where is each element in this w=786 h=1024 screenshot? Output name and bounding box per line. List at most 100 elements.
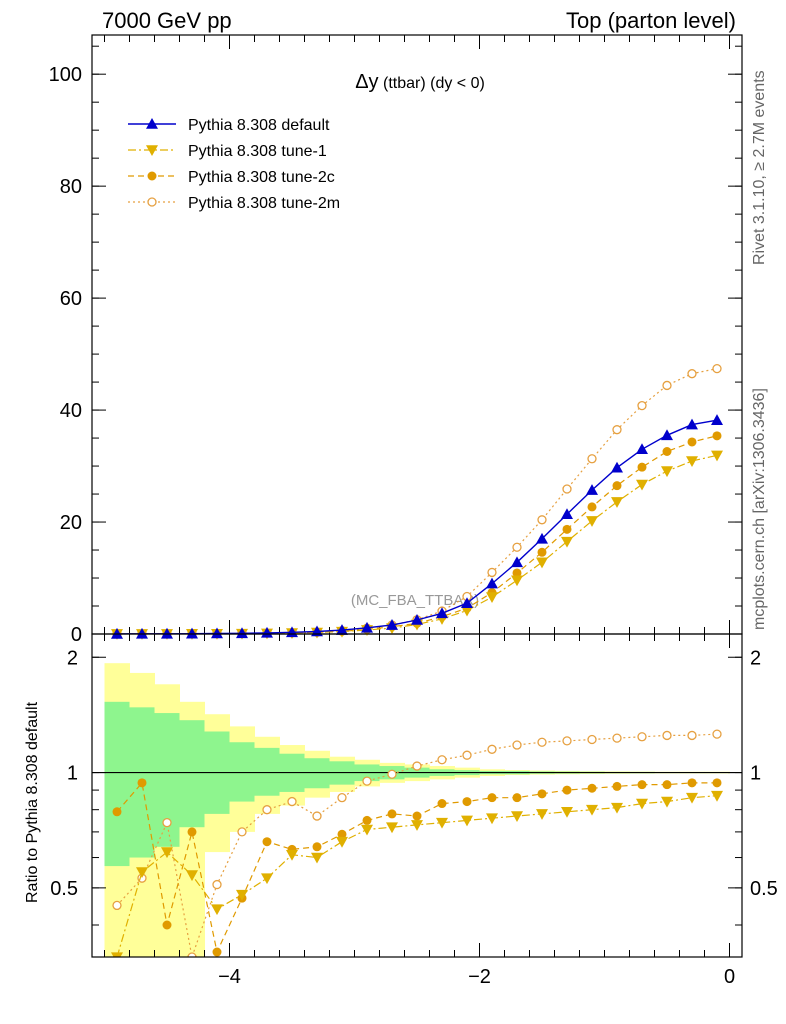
legend-marker <box>147 171 157 181</box>
ratio-data-point <box>412 761 422 771</box>
legend-marker <box>147 197 157 207</box>
rivet-label: Rivet 3.1.10, ≥ 2.7M events <box>751 70 768 265</box>
data-point <box>711 450 723 462</box>
ratio-data-point <box>411 820 423 831</box>
ratio-data-point <box>387 809 397 819</box>
ratio-frame <box>91 633 743 958</box>
ratio-data-point <box>286 849 298 861</box>
data-point <box>161 627 173 639</box>
ratio-data-point <box>437 799 447 809</box>
data-point <box>687 369 697 379</box>
data-point <box>687 437 697 447</box>
ratio-data-point <box>361 824 373 836</box>
ratio-data-point <box>362 815 372 825</box>
ratio-data-point <box>436 817 448 829</box>
uncertainty-band-inner <box>254 747 280 796</box>
data-point <box>136 627 148 639</box>
data-point <box>211 627 223 639</box>
uncertainty-band-inner <box>104 701 130 867</box>
data-point <box>662 447 672 457</box>
ratio-data-point <box>636 798 648 810</box>
ratio-x-tick-label: 0 <box>724 966 735 988</box>
data-point <box>637 462 647 472</box>
data-point <box>386 619 398 630</box>
ratio-data-point <box>362 776 372 786</box>
uncertainty-band-inner <box>229 742 255 802</box>
plot-title-main: Δy <box>355 71 378 93</box>
ratio-data-point <box>661 796 673 808</box>
ratio-data-point <box>512 793 522 803</box>
ratio-data-point <box>462 750 472 760</box>
ratio-data-point <box>537 789 547 799</box>
ratio-data-point <box>612 733 622 743</box>
main-y-tick-label: 80 <box>60 176 82 198</box>
data-point <box>561 536 573 548</box>
data-point <box>612 425 622 435</box>
ratio-data-point <box>586 804 598 816</box>
data-point <box>537 515 547 525</box>
data-point <box>361 621 373 633</box>
ratio-x-tick-label: −2 <box>468 966 491 988</box>
ratio-data-point <box>261 873 273 885</box>
ratio-data-point <box>287 796 297 807</box>
ratio-data-point <box>637 780 647 790</box>
main-y-tick-label: 40 <box>60 400 82 422</box>
data-point <box>461 597 473 609</box>
legend-label: Pythia 8.308 tune-1 <box>188 143 327 160</box>
data-point <box>486 592 498 604</box>
legend-marker <box>146 145 158 156</box>
ratio-data-point <box>687 778 697 788</box>
data-point <box>711 414 723 425</box>
data-point <box>587 502 597 512</box>
ratio-data-point <box>337 829 347 839</box>
data-point <box>486 577 498 589</box>
data-point <box>461 605 473 617</box>
data-point <box>336 624 348 635</box>
data-point <box>612 481 622 491</box>
data-point <box>512 568 522 578</box>
data-point <box>611 461 623 473</box>
ratio-data-point <box>336 836 348 848</box>
ratio-data-point <box>487 793 497 803</box>
data-point <box>636 443 648 455</box>
ratio-data-point <box>462 797 472 807</box>
legend-marker <box>146 118 158 129</box>
ratio-data-point <box>211 904 223 916</box>
data-point <box>636 479 648 491</box>
mcplots-label: mcplots.cern.ch [arXiv:1306.3436] <box>751 388 768 630</box>
ratio-y-tick-label-right: 2 <box>750 647 761 669</box>
data-point <box>712 363 722 374</box>
legend-label: Pythia 8.308 tune-2m <box>188 195 340 212</box>
ratio-data-point <box>312 811 322 821</box>
ratio-data-point <box>587 734 597 745</box>
ratio-data-point <box>136 867 148 879</box>
data-point <box>562 484 572 494</box>
data-point <box>586 484 598 495</box>
data-point <box>611 497 623 508</box>
data-point <box>111 627 123 639</box>
plot-title-sub: (ttbar) (dy < 0) <box>383 75 485 92</box>
main-y-tick-label: 0 <box>71 624 82 646</box>
data-point <box>512 542 522 552</box>
ratio-data-point <box>162 920 172 930</box>
ratio-data-point <box>386 822 398 834</box>
ratio-data-point <box>162 818 172 828</box>
ratio-data-point <box>212 947 222 957</box>
data-point <box>511 575 523 587</box>
data-point <box>186 627 198 639</box>
legend-label: Pythia 8.308 default <box>188 117 330 134</box>
ratio-x-tick-label: −4 <box>218 966 241 988</box>
analysis-watermark: (MC_FBA_TTBAR) <box>351 592 479 609</box>
data-point <box>536 532 548 544</box>
data-point <box>561 508 573 519</box>
ratio-data-point <box>262 805 272 815</box>
ratio-data-point <box>512 740 522 750</box>
data-point <box>562 524 572 534</box>
data-point <box>686 418 698 430</box>
main-y-tick-label: 60 <box>60 288 82 310</box>
ratio-data-point <box>461 815 473 827</box>
ratio-data-point <box>511 811 523 823</box>
ratio-data-point <box>112 807 122 817</box>
ratio-data-point <box>236 889 248 901</box>
